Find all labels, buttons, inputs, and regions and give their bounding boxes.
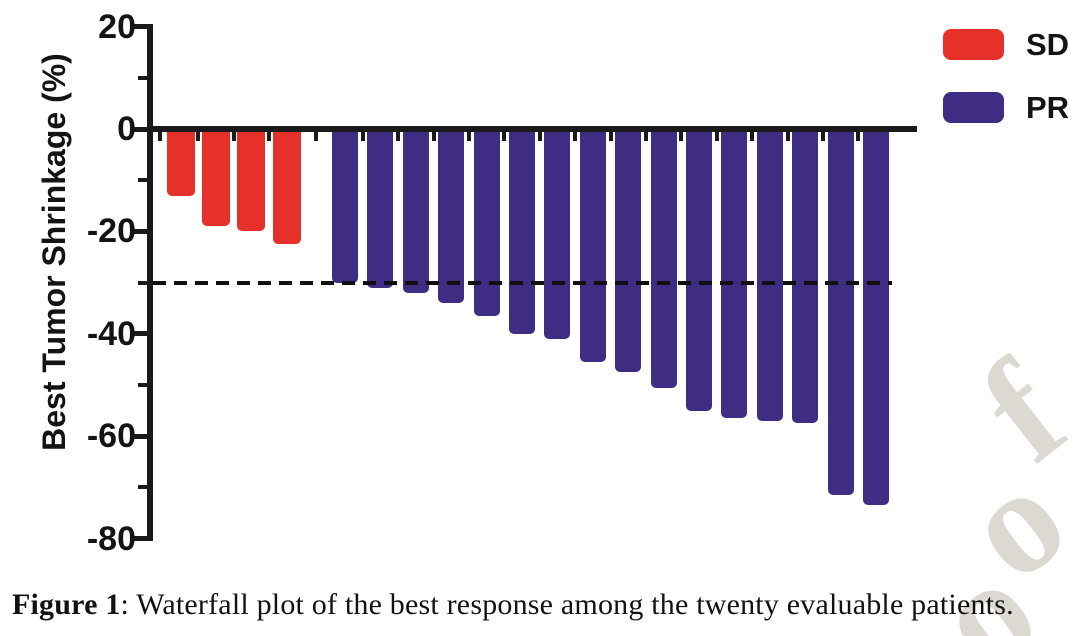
y-minor-tick [138, 485, 149, 490]
legend-item-sd: SD [943, 29, 1069, 60]
y-axis-spine [147, 24, 153, 542]
y-tick-label: -40 [86, 314, 136, 353]
bar-sd-2 [201, 129, 230, 227]
x-category-tick [502, 131, 507, 141]
x-category-tick [785, 131, 790, 141]
bar-pr-2 [367, 129, 394, 288]
y-major-tick [133, 433, 149, 439]
x-category-tick [231, 131, 236, 141]
x-category-tick [466, 131, 471, 141]
bar-pr-16 [863, 129, 889, 506]
bar-pr-5 [473, 129, 500, 316]
x-category-tick [360, 131, 365, 141]
caption-text: : Waterfall plot of the best response am… [120, 588, 1014, 621]
y-tick-label: -80 [86, 519, 136, 558]
y-major-tick [133, 536, 149, 542]
x-category-tick [196, 131, 201, 141]
x-category-tick [820, 131, 825, 141]
x-category-tick [396, 131, 401, 141]
y-tick-label: 0 [117, 110, 136, 148]
x-category-tick [537, 131, 542, 141]
y-major-tick [133, 126, 149, 132]
y-tick-label: -60 [86, 417, 136, 456]
x-category-tick [679, 131, 684, 141]
bar-pr-9 [615, 129, 642, 373]
x-category-tick [643, 131, 648, 141]
bar-pr-4 [438, 129, 465, 304]
y-major-tick [133, 24, 149, 30]
bar-sd-1 [166, 129, 195, 196]
bar-pr-3 [402, 129, 429, 293]
bar-pr-13 [756, 129, 783, 421]
y-major-tick [133, 331, 149, 337]
y-minor-tick [138, 75, 149, 80]
bar-pr-7 [544, 129, 571, 339]
y-tick-label: -20 [86, 212, 136, 251]
x-category-tick [750, 131, 755, 141]
y-minor-tick [138, 280, 149, 285]
legend-label-pr: PR [1026, 90, 1070, 125]
y-major-tick [133, 228, 149, 234]
x-category-tick [314, 131, 319, 141]
x-category-tick [714, 131, 719, 141]
bar-pr-8 [579, 129, 606, 362]
bar-pr-1 [332, 129, 358, 283]
x-category-tick [267, 131, 271, 141]
x-category-tick [608, 131, 613, 141]
legend-swatch-sd [943, 29, 1004, 60]
bar-pr-12 [721, 129, 748, 419]
figure-caption: Figure 1: Waterfall plot of the best res… [12, 588, 1074, 622]
bar-pr-11 [686, 129, 712, 411]
caption-label: Figure 1 [12, 588, 121, 621]
x-category-tick [573, 131, 578, 141]
x-category-tick [158, 131, 162, 141]
bar-pr-15 [827, 129, 854, 496]
legend-item-pr: PR [943, 92, 1069, 123]
x-axis-zero-line [147, 126, 917, 132]
reference-line-dashed [152, 280, 892, 286]
x-category-tick [856, 131, 861, 141]
x-category-tick [431, 131, 436, 141]
y-minor-tick [138, 178, 149, 183]
legend-swatch-pr [943, 92, 1004, 123]
bar-pr-14 [792, 129, 819, 424]
bar-sd-3 [237, 129, 266, 232]
bar-pr-6 [509, 129, 535, 334]
bar-pr-10 [650, 129, 677, 388]
legend-label-sd: SD [1026, 27, 1070, 62]
y-minor-tick [138, 383, 149, 387]
y-tick-label: 20 [98, 7, 136, 46]
bar-sd-4 [272, 129, 301, 245]
